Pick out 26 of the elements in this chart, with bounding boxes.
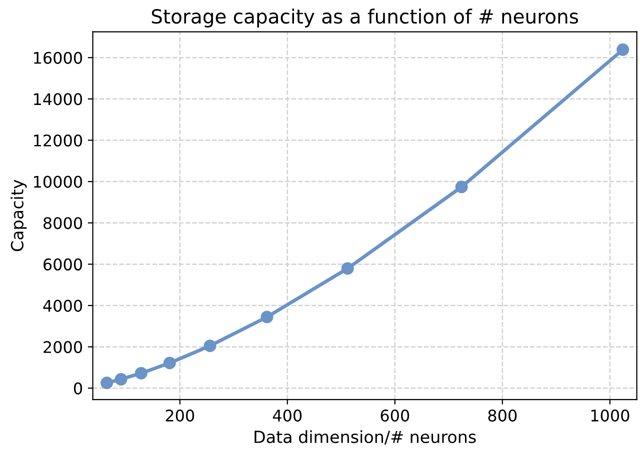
point (134, 366, 148, 380)
point (260, 310, 274, 324)
x-tick-label: 200 (166, 410, 194, 422)
y-tick-label: 14000 (34, 93, 82, 106)
y-axis-title: Capacity (10, 180, 27, 252)
point (455, 180, 468, 194)
y-tick-label: 8000 (44, 217, 82, 230)
x-tick-label: 600 (380, 410, 410, 422)
y-tick-label: 2000 (44, 341, 82, 354)
y-tick-label: 6000 (44, 258, 82, 270)
point (114, 373, 128, 386)
point (341, 262, 354, 275)
y-tick-label: 4000 (43, 300, 82, 312)
point (100, 376, 114, 390)
y-tick-label: 16000 (34, 52, 82, 64)
x-axis-title: Data dimension/# neurons (254, 430, 476, 444)
point (163, 356, 176, 370)
x-tick-label: 1000 (591, 410, 630, 422)
y-tick-label: 12000 (34, 134, 82, 147)
point (204, 340, 216, 352)
y-tick-label: 10000 (34, 176, 82, 188)
x-tick-label: 800 (488, 410, 517, 422)
point (616, 43, 630, 56)
x-tick-label: 400 (272, 410, 302, 422)
y-tick-label: 0 (74, 382, 82, 394)
chart-title: Storage capacity as a function of # neurons (152, 8, 578, 28)
